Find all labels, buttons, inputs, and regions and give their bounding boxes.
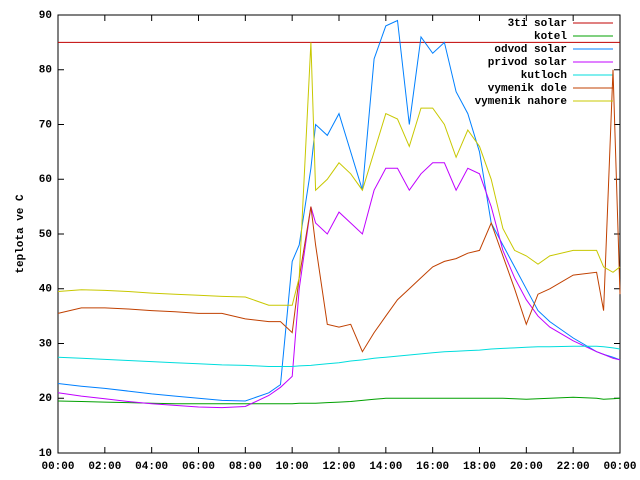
x-tick-label: 04:00 <box>135 461 168 473</box>
y-tick-label: 60 <box>39 174 52 186</box>
legend-label: privod solar <box>488 57 567 69</box>
series-line <box>57 69 621 353</box>
y-tick-label: 20 <box>39 393 52 405</box>
y-tick-label: 30 <box>39 338 52 350</box>
legend-label: vymenik nahore <box>475 96 568 108</box>
x-tick-label: 16:00 <box>416 461 449 473</box>
legend-label: kutloch <box>521 70 567 82</box>
x-tick-label: 00:00 <box>41 461 74 473</box>
x-tick-label: 00:00 <box>603 461 636 473</box>
y-tick-label: 50 <box>39 229 52 241</box>
x-tick-label: 02:00 <box>88 461 121 473</box>
y-tick-label: 10 <box>39 448 52 460</box>
series-line <box>57 162 621 409</box>
legend-label: odvod solar <box>494 44 567 56</box>
x-tick-label: 18:00 <box>463 461 496 473</box>
y-tick-label: 40 <box>39 284 52 296</box>
x-tick-label: 22:00 <box>557 461 590 473</box>
x-tick-label: 06:00 <box>182 461 215 473</box>
y-tick-label: 70 <box>39 119 52 131</box>
y-tick-label: 80 <box>39 65 52 77</box>
series-line <box>57 345 621 367</box>
x-tick-label: 10:00 <box>276 461 309 473</box>
x-tick-label: 08:00 <box>229 461 262 473</box>
x-tick-label: 12:00 <box>322 461 355 473</box>
x-tick-label: 20:00 <box>510 461 543 473</box>
x-tick-label: 14:00 <box>369 461 402 473</box>
legend-label: vymenik dole <box>488 83 568 95</box>
series-line <box>57 396 621 405</box>
series-line <box>57 19 621 402</box>
y-axis-label: teplota ve C <box>15 194 27 274</box>
legend-label: kotel <box>534 31 567 43</box>
series-line <box>57 42 621 306</box>
legend-label: 3ti solar <box>508 18 567 30</box>
y-tick-label: 90 <box>39 10 52 22</box>
